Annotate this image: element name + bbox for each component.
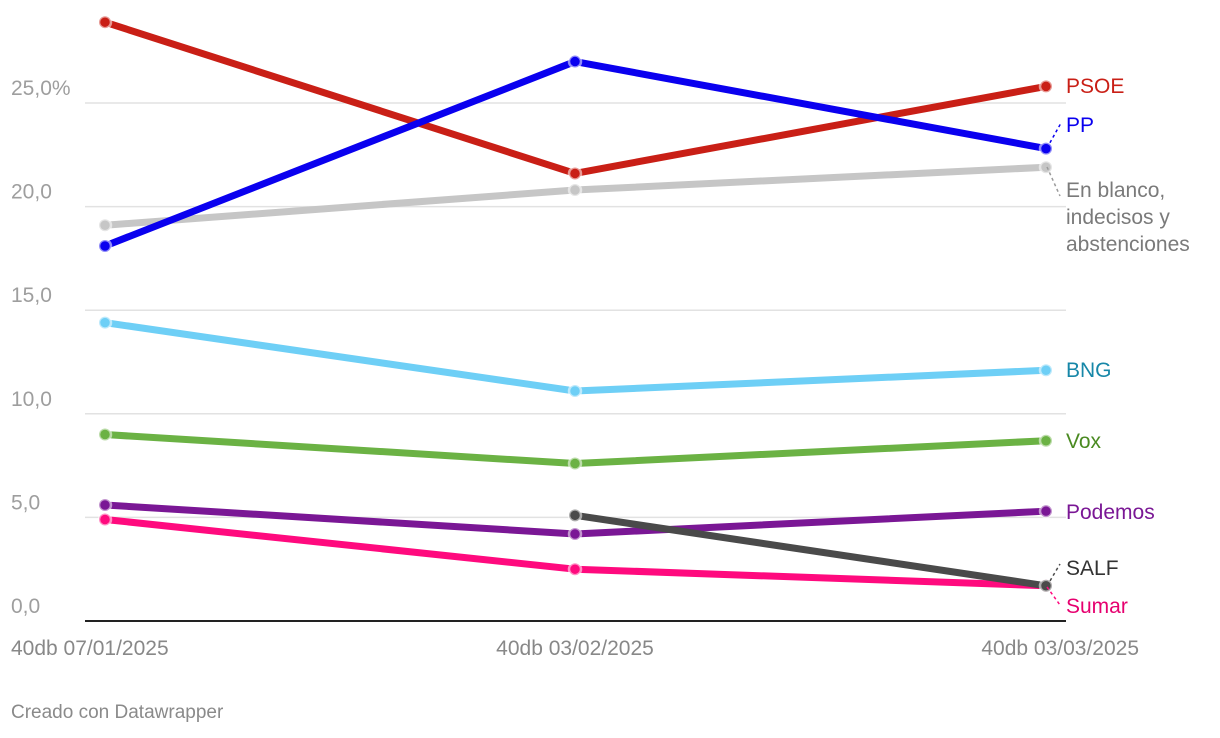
x-tick-label: 40db 07/01/2025 <box>11 637 169 660</box>
data-point <box>1038 363 1054 378</box>
series-line <box>101 58 1050 250</box>
series-sumar <box>97 512 1054 594</box>
data-point <box>1038 141 1054 156</box>
y-tick-label: 10,0 <box>11 388 52 411</box>
label-leader-line <box>1046 563 1061 587</box>
series-line <box>101 18 1050 177</box>
data-point <box>567 561 583 577</box>
series-podemos <box>97 497 1054 542</box>
data-point <box>567 383 583 399</box>
series-en-blanco-indecisos-y-abstenciones <box>97 159 1054 233</box>
series-label: Sumar <box>1066 595 1128 618</box>
series-psoe <box>97 14 1054 181</box>
data-point <box>1038 578 1054 594</box>
series-lines <box>97 14 1054 594</box>
data-point <box>567 456 583 471</box>
series-pp <box>97 54 1054 254</box>
credit-text: Creado con Datawrapper <box>11 702 224 723</box>
series-label: En blanco, indecisos y abstenciones <box>1066 179 1190 256</box>
series-salf <box>567 508 1054 594</box>
series-labels: PSOE PP En blanco, indecisos y abstenciones B… <box>1046 75 1190 618</box>
series-label: SALF <box>1066 557 1119 580</box>
x-tick-label: 40db 03/02/2025 <box>496 637 654 660</box>
data-point <box>97 238 113 254</box>
data-point <box>97 512 113 527</box>
gridlines <box>85 102 1066 622</box>
y-tick-label: 15,0 <box>11 284 52 307</box>
data-point <box>1038 503 1054 519</box>
y-tick-label: 20,0 <box>11 181 52 204</box>
x-axis-labels: 40db 07/01/2025 40db 03/02/2025 40db 03/03… <box>11 637 1139 660</box>
label-leader-line <box>1046 122 1062 149</box>
x-tick-label: 40db 03/03/2025 <box>981 637 1139 660</box>
series-bng <box>97 315 1054 399</box>
series-label: BNG <box>1066 359 1112 382</box>
series-line <box>571 511 1050 590</box>
y-tick-label: 0,0 <box>11 595 40 618</box>
series-line <box>101 319 1050 395</box>
data-point <box>567 182 583 198</box>
label-leader-line <box>1046 166 1061 197</box>
data-point <box>1038 159 1054 175</box>
series-label: Vox <box>1066 430 1102 453</box>
data-point <box>567 508 583 523</box>
series-label: Podemos <box>1066 501 1155 524</box>
series-label: PP <box>1066 114 1094 137</box>
y-tick-label: 25,0% <box>11 77 71 100</box>
label-leader-line <box>1046 586 1061 606</box>
data-point <box>567 166 583 181</box>
data-point <box>1038 79 1054 94</box>
data-point <box>97 497 113 513</box>
data-point <box>97 427 113 442</box>
data-point <box>97 14 113 30</box>
series-vox <box>97 427 1054 471</box>
data-point <box>567 54 583 69</box>
data-point <box>97 217 113 233</box>
data-point <box>567 526 583 542</box>
series-label: PSOE <box>1066 75 1124 98</box>
data-point <box>97 315 113 330</box>
data-point <box>1038 433 1054 448</box>
y-tick-label: 5,0 <box>11 491 40 514</box>
y-axis-labels: 0,0 5,0 10,0 15,0 20,0 25,0% <box>11 77 71 618</box>
